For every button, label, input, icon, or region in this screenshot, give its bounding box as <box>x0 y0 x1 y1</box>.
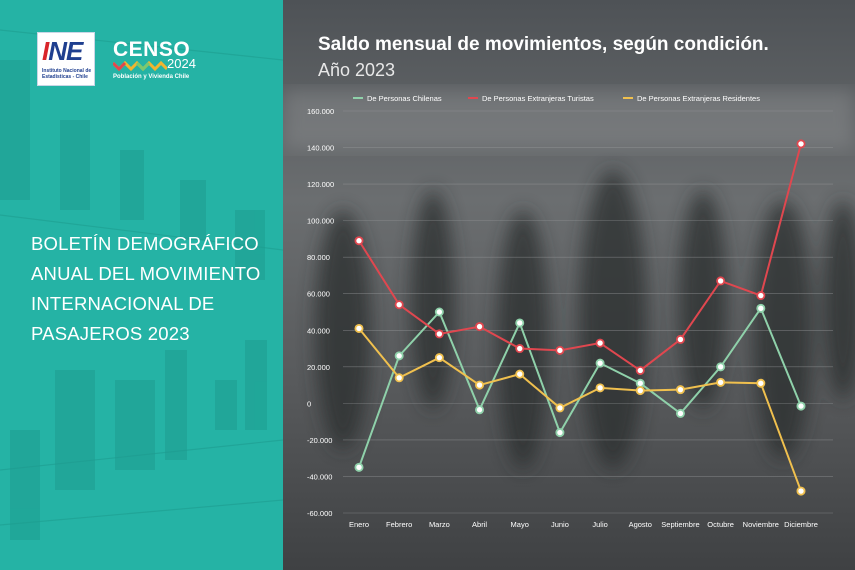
data-point <box>475 405 485 415</box>
x-tick-label: Abril <box>472 520 487 529</box>
y-tick-label: 140.000 <box>307 144 334 153</box>
censo-logo-zigzag <box>113 61 167 71</box>
data-point <box>595 338 605 348</box>
data-point <box>716 362 726 372</box>
data-point <box>555 403 565 413</box>
data-point <box>635 386 645 396</box>
y-tick-label: 100.000 <box>307 217 334 226</box>
data-point <box>635 365 645 375</box>
data-point <box>555 345 565 355</box>
x-tick-label: Agosto <box>629 520 652 529</box>
data-point <box>434 329 444 339</box>
data-point <box>796 486 806 496</box>
data-point <box>796 401 806 411</box>
y-tick-label: 160.000 <box>307 107 334 116</box>
bulletin-title: BOLETÍN DEMOGRÁFICO ANUAL DEL MOVIMIENTO… <box>31 233 261 344</box>
chart-title: Saldo mensual de movimientos, según cond… <box>318 34 769 55</box>
data-point <box>635 378 645 388</box>
data-point <box>354 323 364 333</box>
data-point <box>394 373 404 383</box>
x-tick-label: Diciembre <box>784 520 818 529</box>
data-point <box>515 369 525 379</box>
data-point <box>756 291 766 301</box>
censo-logo-year: 2024 <box>167 56 196 71</box>
x-tick-label: Junio <box>551 520 569 529</box>
legend-item: De Personas Chilenas <box>353 94 442 103</box>
line-chart: 160.000 140.000 120.000 100.000 80.000 60.000… <box>307 94 833 529</box>
x-tick-label: Julio <box>592 520 607 529</box>
censo-logo-tagline: Población y Vivienda Chile <box>113 74 190 80</box>
data-point <box>515 318 525 328</box>
y-tick-label: 60.000 <box>307 290 330 299</box>
data-point <box>675 385 685 395</box>
censo-logo-word: CENSO <box>113 38 191 61</box>
ine-logo-mark: INE <box>42 36 83 66</box>
series-line <box>358 306 802 468</box>
y-tick-label: -60.000 <box>307 509 332 518</box>
x-tick-label: Febrero <box>386 520 412 529</box>
data-point <box>354 462 364 472</box>
x-tick-label: Mayo <box>511 520 529 529</box>
y-tick-label: -20.000 <box>307 436 332 445</box>
censo-2024-logo: CENSO 2024 Población y Vivienda Chile <box>113 38 196 80</box>
data-point <box>716 377 726 387</box>
x-tick-label: Enero <box>349 520 369 529</box>
chart-subtitle: Año 2023 <box>318 60 396 80</box>
data-point <box>394 300 404 310</box>
x-tick-label: Octubre <box>707 520 734 529</box>
y-tick-label: -40.000 <box>307 472 332 481</box>
data-point <box>716 276 726 286</box>
x-tick-label: Marzo <box>429 520 450 529</box>
cover-panel: INE Instituto Nacional de Estadísticas -… <box>0 0 283 570</box>
data-point <box>555 428 565 438</box>
data-point <box>434 307 444 317</box>
data-point <box>796 139 806 149</box>
legend-label: De Personas Extranjeras Turistas <box>482 94 594 103</box>
y-tick-label: 0 <box>307 399 311 408</box>
series-line <box>358 143 802 372</box>
data-point <box>675 334 685 344</box>
series-line <box>358 327 802 492</box>
data-point <box>475 322 485 332</box>
data-point <box>595 358 605 368</box>
decorative-bar-chart-background <box>0 29 283 540</box>
y-tick-label: 120.000 <box>307 180 334 189</box>
data-point <box>354 236 364 246</box>
x-tick-label: Noviembre <box>743 520 779 529</box>
data-point <box>515 344 525 354</box>
data-point <box>595 383 605 393</box>
data-point <box>756 378 766 388</box>
legend-item: De Personas Extranjeras Turistas <box>468 94 594 103</box>
x-tick-label: Septiembre <box>661 520 699 529</box>
data-point <box>675 408 685 418</box>
y-tick-label: 40.000 <box>307 326 330 335</box>
data-point <box>475 380 485 390</box>
legend-item: De Personas Extranjeras Residentes <box>623 94 760 103</box>
data-point <box>756 303 766 313</box>
legend-label: De Personas Chilenas <box>367 94 442 103</box>
ine-logo: INE Instituto Nacional de Estadísticas -… <box>37 32 95 86</box>
ine-logo-text: Instituto Nacional de Estadísticas - Chi… <box>42 68 92 80</box>
data-point <box>394 351 404 361</box>
legend-label: De Personas Extranjeras Residentes <box>637 94 760 103</box>
chart-panel: Saldo mensual de movimientos, según cond… <box>283 0 855 570</box>
y-tick-label: 20.000 <box>307 363 330 372</box>
y-tick-label: 80.000 <box>307 253 330 262</box>
data-point <box>434 353 444 363</box>
